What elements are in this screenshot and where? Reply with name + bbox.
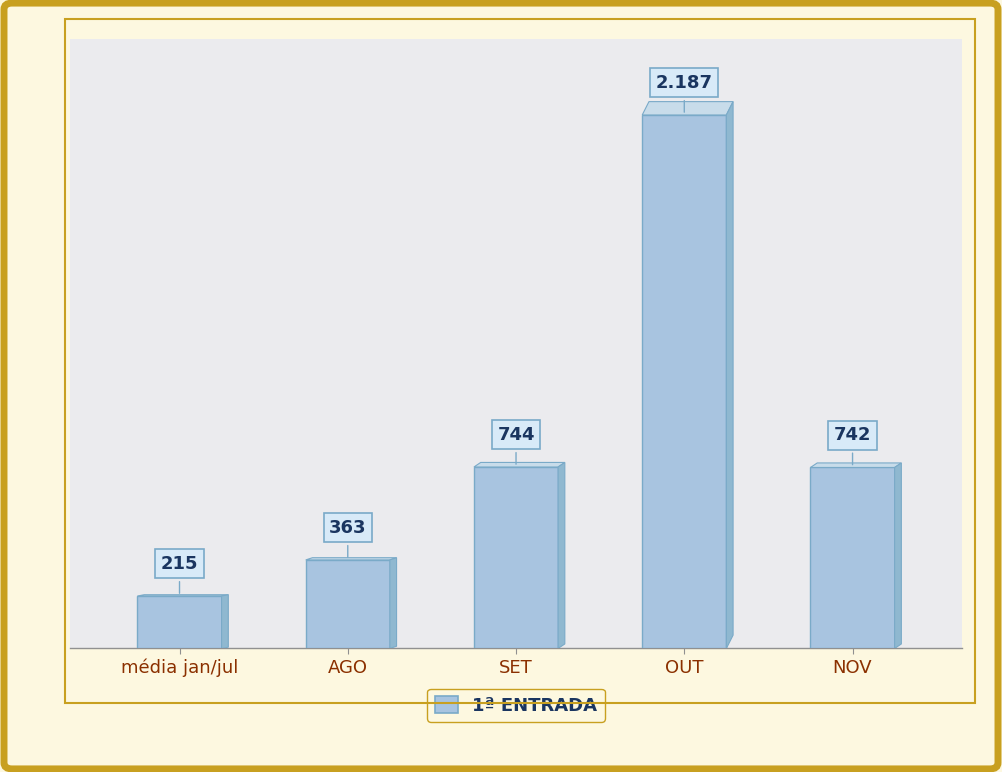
Text: 742: 742	[834, 426, 872, 465]
Polygon shape	[221, 594, 228, 648]
Polygon shape	[726, 102, 733, 648]
Bar	[474, 467, 558, 648]
Bar	[306, 560, 390, 648]
Polygon shape	[137, 594, 228, 596]
Legend: 1ª ENTRADA: 1ª ENTRADA	[427, 689, 605, 722]
Polygon shape	[811, 463, 902, 468]
Text: 744: 744	[497, 426, 535, 464]
Polygon shape	[474, 462, 565, 467]
Bar	[137, 596, 221, 648]
Polygon shape	[642, 102, 733, 115]
Polygon shape	[558, 462, 565, 648]
Polygon shape	[306, 557, 397, 560]
Bar	[642, 115, 726, 648]
Bar	[811, 468, 895, 648]
Text: 363: 363	[329, 519, 367, 557]
Text: 215: 215	[160, 555, 198, 593]
Polygon shape	[390, 557, 397, 648]
Text: 2.187: 2.187	[655, 74, 712, 112]
Polygon shape	[895, 463, 902, 648]
